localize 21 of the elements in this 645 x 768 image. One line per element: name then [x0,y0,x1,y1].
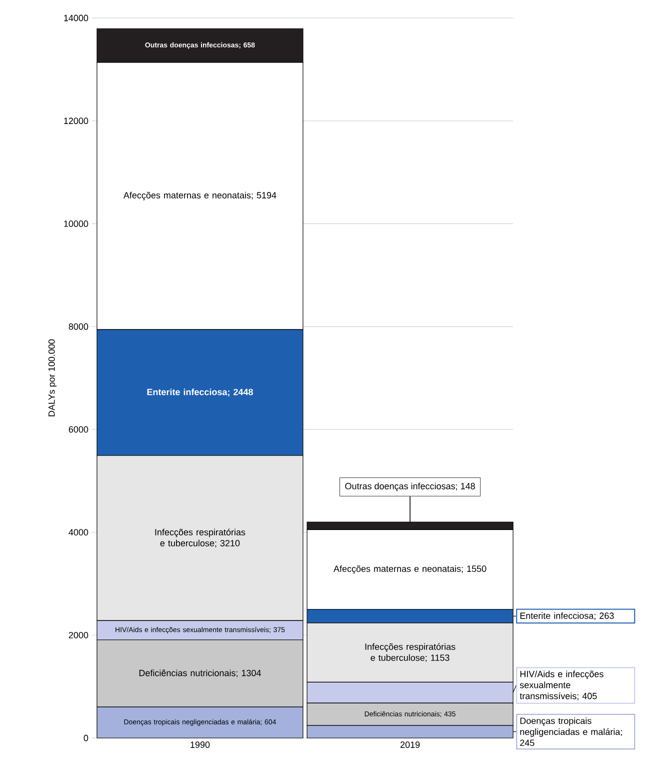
data-label: Afecções maternas e neonatais; 5194 [123,192,276,200]
data-label: Afecções maternas e neonatais; 1550 [334,565,486,574]
data-label: Infecções respiratórias e tuberculose; 1153 [365,643,456,662]
y-tick-label: 0 [84,734,88,742]
y-tick-label: 2000 [68,632,88,638]
y-tick-label: 10000 [64,220,88,227]
data-label: Outras doenças infecciosas; 148 [345,482,475,492]
y-tick-label: 4000 [68,529,88,536]
y-tick-label: 14000 [64,14,88,22]
y-tick-label: 12000 [64,118,88,124]
y-tick-label: 8000 [68,323,88,330]
data-label: Infecções respiratórias e tuberculose; 3210 [155,528,246,548]
y-axis-title: DALYs por 100.000 [48,339,57,416]
data-label: Doenças tropicais negligenciadas e malária; 245 [520,717,622,746]
y-tick-label: 6000 [68,426,88,433]
data-label: Enterite infecciosa; 263 [520,612,614,620]
data-label: Deficiências nutricionais; 1304 [139,670,261,678]
x-tick-label: 2019 [400,742,420,748]
x-tick-label: 1990 [190,742,210,748]
data-label: HIV/Aids e infecções sexualmente transmissíveis; 405 [520,670,604,700]
data-label: Enterite infecciosa; 2448 [147,388,253,397]
